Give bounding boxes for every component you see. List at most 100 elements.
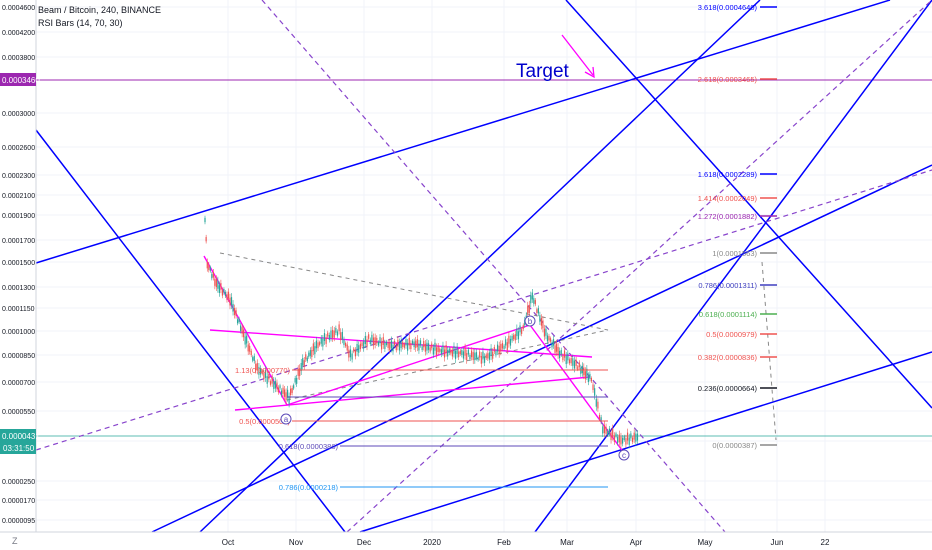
candle-body bbox=[459, 350, 461, 355]
price-axis-bg bbox=[0, 0, 36, 550]
candle-body bbox=[552, 339, 555, 346]
candle-body bbox=[487, 353, 489, 359]
candle-body bbox=[384, 342, 386, 349]
candle-body bbox=[368, 334, 370, 339]
candle-body bbox=[335, 327, 337, 333]
blue-descending-left bbox=[35, 129, 346, 533]
candle-body bbox=[266, 376, 268, 384]
candle-body bbox=[594, 388, 596, 396]
time-axis[interactable]: Oct Nov Dec 2020 Feb Mar Apr May Jun 22 bbox=[0, 531, 932, 547]
candle-body bbox=[232, 303, 234, 312]
candle-body bbox=[485, 354, 487, 359]
candle-body bbox=[230, 297, 233, 306]
candle-body bbox=[320, 337, 322, 344]
candle-body bbox=[319, 342, 321, 346]
candle-body bbox=[290, 388, 292, 396]
candle-body bbox=[580, 367, 582, 374]
candle-body bbox=[217, 280, 219, 289]
indicator-label: RSI Bars (14, 70, 30) bbox=[38, 18, 123, 28]
fib-left-label: 0.5(0.0000505) bbox=[239, 417, 290, 426]
wave-labels: a b c bbox=[280, 315, 630, 461]
candle-body bbox=[229, 297, 231, 306]
candle-body bbox=[226, 294, 228, 300]
candle-body bbox=[332, 329, 334, 338]
candle-body bbox=[469, 354, 471, 359]
candle-body bbox=[440, 349, 442, 355]
gray-dash-lower bbox=[286, 329, 609, 401]
candle-body bbox=[206, 261, 208, 269]
candle-body bbox=[274, 381, 277, 389]
candle-body bbox=[540, 318, 543, 326]
time-tick-label: Mar bbox=[560, 538, 574, 547]
candle-body bbox=[419, 340, 422, 346]
candle-body bbox=[608, 428, 610, 434]
countdown-badge-text: 03:31:50 bbox=[3, 444, 35, 453]
fib-left-label: 0.618(0.0000386) bbox=[279, 442, 339, 451]
candle-body bbox=[253, 355, 255, 362]
candle-body bbox=[443, 349, 446, 358]
time-tick-label: Feb bbox=[497, 538, 511, 547]
fib-right-label: 1.618(0.0002289) bbox=[698, 170, 758, 179]
candle-body bbox=[382, 337, 384, 345]
candle-body bbox=[603, 425, 606, 434]
candle-body bbox=[215, 279, 217, 288]
candle-body bbox=[531, 292, 533, 300]
candle-body bbox=[493, 347, 495, 352]
candle-body bbox=[421, 346, 423, 351]
candle-body bbox=[233, 308, 236, 316]
candle-body bbox=[424, 343, 426, 352]
candle-body bbox=[549, 338, 552, 342]
candle-body bbox=[387, 342, 389, 348]
candle-body bbox=[568, 359, 571, 364]
candle-body bbox=[516, 328, 518, 337]
chart-title: Beam / Bitcoin, 240, BINANCE bbox=[38, 5, 161, 15]
candle-body bbox=[250, 350, 252, 356]
fib-right-label: 3.618(0.0004640) bbox=[698, 3, 758, 12]
candle-body bbox=[626, 432, 629, 441]
gray-dash-right bbox=[761, 261, 777, 441]
candle-body bbox=[503, 345, 505, 350]
candle-body bbox=[462, 351, 465, 359]
candle-body bbox=[560, 349, 562, 355]
candle-body bbox=[283, 389, 286, 397]
candle-body bbox=[492, 351, 494, 359]
candle-body bbox=[208, 264, 210, 270]
target-label: Target bbox=[516, 61, 570, 82]
candle-body bbox=[605, 427, 607, 434]
blue-ascending-right bbox=[534, 0, 932, 533]
candle-body bbox=[376, 337, 378, 344]
candle-body bbox=[506, 342, 508, 351]
candle-body bbox=[353, 348, 355, 352]
candle-body bbox=[418, 343, 420, 351]
candle-body bbox=[622, 437, 624, 444]
price-tick-label: 0.0004200 bbox=[2, 30, 35, 37]
candle-body bbox=[345, 342, 347, 347]
price-tick-label: 0.0000850 bbox=[2, 353, 35, 360]
price-tick-label: 0.0004600 bbox=[2, 5, 35, 12]
candle-body bbox=[314, 346, 316, 355]
candle-body bbox=[317, 342, 319, 349]
wave-label-circle bbox=[524, 315, 536, 327]
candle-body bbox=[595, 398, 597, 407]
candle-body bbox=[356, 343, 358, 352]
gray-dash-upper bbox=[219, 252, 609, 331]
candle-body bbox=[514, 334, 516, 341]
candle-body bbox=[395, 345, 397, 351]
candle-body bbox=[590, 378, 593, 382]
candle-body bbox=[426, 342, 428, 351]
price-axis[interactable]: 0.00046000.00042000.00038000.00034000.00… bbox=[0, 0, 37, 550]
candle-body bbox=[286, 389, 289, 398]
price-tick-label: 0.0003800 bbox=[2, 55, 35, 62]
fib-right-label: 1.414(0.0002049) bbox=[698, 194, 758, 203]
price-tick-label: 0.0002100 bbox=[2, 193, 35, 200]
candle-body bbox=[435, 347, 438, 355]
candle-body bbox=[413, 341, 415, 348]
candle-body bbox=[451, 350, 454, 357]
wave-label-text: c bbox=[622, 451, 626, 460]
candle-body bbox=[423, 340, 425, 348]
log-scale-icon[interactable]: Z bbox=[12, 536, 18, 546]
time-tick-label: Nov bbox=[289, 538, 303, 547]
candle-body bbox=[397, 339, 399, 347]
candle-body bbox=[467, 349, 469, 355]
